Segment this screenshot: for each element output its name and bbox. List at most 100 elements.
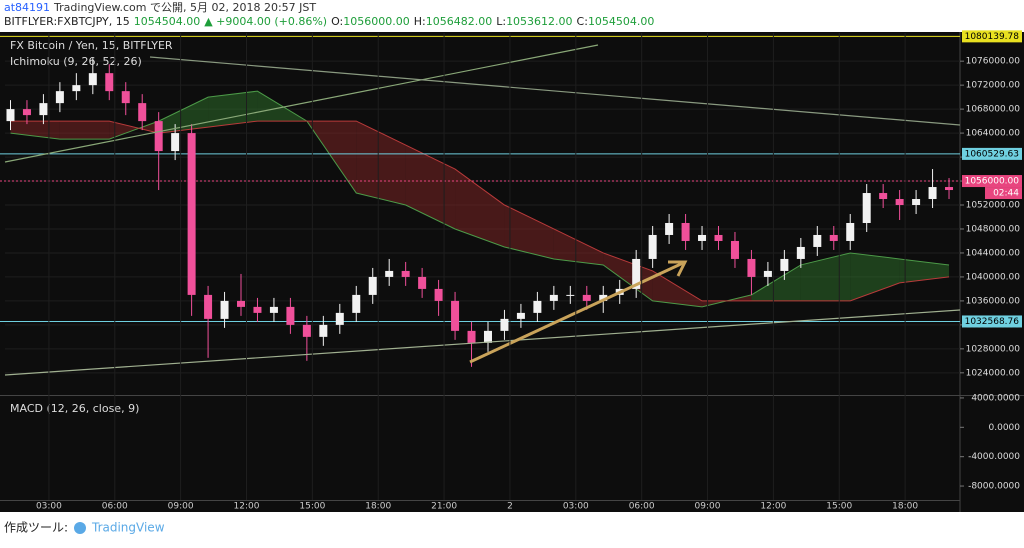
cloud xyxy=(899,258,950,283)
trend-line xyxy=(149,56,960,126)
candle-body xyxy=(401,270,410,277)
price-label-bg xyxy=(962,30,1022,43)
y-tick-label: 1036000.00 xyxy=(966,296,1021,306)
candle-body xyxy=(302,324,311,337)
price-label: 1080139.78 xyxy=(965,32,1020,42)
x-tick-label: 03:00 xyxy=(36,502,62,512)
candle-body xyxy=(121,91,130,104)
candle-body xyxy=(88,73,97,86)
candle-body xyxy=(352,294,361,313)
ohlc-key: H: xyxy=(414,15,426,28)
price-label: 1060529.63 xyxy=(965,149,1019,159)
candle-body xyxy=(451,300,460,331)
candle-body xyxy=(945,187,954,191)
candle-body xyxy=(780,258,789,271)
candle-body xyxy=(286,306,295,325)
candle-body xyxy=(879,193,888,200)
price-label: 1032568.76 xyxy=(965,317,1020,327)
ohlc-value: 1054504.00 xyxy=(588,15,654,28)
candle-body xyxy=(648,234,657,259)
candle-body xyxy=(55,91,64,104)
candle-body xyxy=(138,103,147,122)
y-tick-label: 1048000.00 xyxy=(966,224,1021,234)
cloud xyxy=(850,252,900,301)
user[interactable]: at84191 xyxy=(4,1,50,14)
main-pane xyxy=(0,35,960,374)
countdown-bg xyxy=(985,187,1022,200)
ohlc-value: 1056000.00 xyxy=(343,15,409,28)
x-tick-label: 18:00 xyxy=(365,502,391,512)
y-tick-label: 1028000.00 xyxy=(966,344,1021,354)
y-tick-label: 1072000.00 xyxy=(966,81,1021,91)
candle-body xyxy=(418,276,427,289)
candle-body xyxy=(665,222,674,235)
cloud xyxy=(603,252,653,301)
cloud xyxy=(356,121,406,206)
candle-body xyxy=(6,109,15,122)
price-label-bg xyxy=(962,175,1022,188)
candle-body xyxy=(813,234,822,247)
drawings xyxy=(4,44,960,376)
price-label: 1056000.00 xyxy=(965,177,1020,187)
candle-body xyxy=(385,270,394,277)
candle-body xyxy=(335,312,344,325)
trend-line xyxy=(4,309,960,376)
symbol: BITFLYER:FXBTCJPY, 15 xyxy=(4,15,130,28)
candle-body xyxy=(681,222,690,241)
candle-body xyxy=(500,318,509,331)
candle-body xyxy=(582,294,591,301)
cloud xyxy=(751,264,801,301)
x-tick-label: 03:00 xyxy=(563,502,589,512)
y-tick-label: 1044000.00 xyxy=(966,248,1021,258)
candle-body xyxy=(204,294,213,319)
x-tick-label: 21:00 xyxy=(431,502,457,512)
candle-body xyxy=(730,240,739,259)
candle-body xyxy=(714,234,723,241)
y-tick-label: 1052000.00 xyxy=(966,201,1021,211)
x-tick-label: 15:00 xyxy=(826,502,852,512)
logo xyxy=(74,522,86,534)
candle-body xyxy=(698,234,707,241)
trend-line xyxy=(4,44,599,163)
y-tick-label: 1064000.00 xyxy=(966,129,1021,139)
candle-body xyxy=(516,312,525,319)
y-tick-label: 1040000.00 xyxy=(966,272,1021,282)
x-tick-label: 06:00 xyxy=(629,502,655,512)
candle-body xyxy=(269,306,278,313)
candle-body xyxy=(862,193,871,223)
cloud xyxy=(455,169,505,247)
candle-body xyxy=(763,270,772,277)
indicator-title: Ichimoku (9, 26, 52, 26) xyxy=(10,55,142,68)
candle-body xyxy=(220,300,229,319)
y-tick-label: -8000.0000 xyxy=(968,482,1020,492)
last-price: 1054504.00 xyxy=(134,15,200,28)
candle-body xyxy=(566,294,575,296)
countdown: 02:44 xyxy=(993,189,1019,199)
ohlc-key: L: xyxy=(496,15,506,28)
cloud-edge xyxy=(10,90,950,308)
candle-body xyxy=(599,294,608,301)
y-tick-label: 4000.0000 xyxy=(971,393,1020,403)
y-tick-label: 1068000.00 xyxy=(966,105,1021,115)
cloud xyxy=(553,228,604,265)
candle-body xyxy=(39,103,48,116)
brand[interactable]: TradingView xyxy=(91,521,165,535)
candle-body xyxy=(483,330,492,343)
ohlc-value: 1053612.00 xyxy=(506,15,572,28)
price-label-bg xyxy=(962,147,1022,160)
footer-label: 作成ツール: xyxy=(4,521,68,535)
arrow xyxy=(469,261,684,364)
candle-body xyxy=(928,187,937,200)
cloud xyxy=(504,205,554,259)
candle-body xyxy=(632,258,641,289)
candle-body xyxy=(912,199,921,206)
y-tick-label: 1024000.00 xyxy=(966,368,1021,378)
candle-body xyxy=(22,109,31,116)
x-tick-label: 15:00 xyxy=(299,502,325,512)
x-tick-label: 2 xyxy=(507,502,513,512)
macd-title: MACD (12, 26, close, 9) xyxy=(10,402,139,415)
cloud xyxy=(208,91,258,128)
candle-body xyxy=(829,234,838,241)
candle-body xyxy=(368,276,377,295)
